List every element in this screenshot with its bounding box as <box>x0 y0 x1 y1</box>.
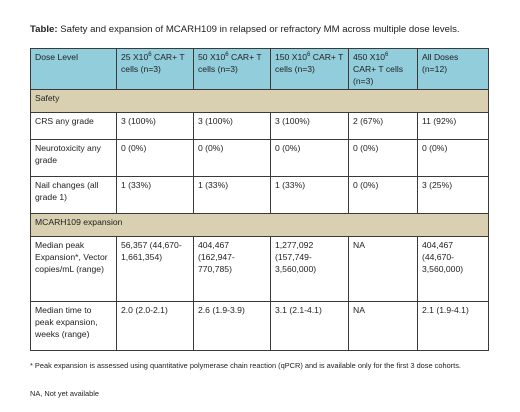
row-label: Median time to peak expansion, weeks (ra… <box>30 301 117 351</box>
header-dose-25: 25 X106 CAR+ T cells (n=3) <box>116 48 194 90</box>
table-cell: 1,277,092 (157,749-3,560,000) <box>270 236 349 302</box>
table-header-row: Dose Level 25 X106 CAR+ T cells (n=3) 50… <box>30 48 489 90</box>
row-label: Neurotoxicity any grade <box>30 139 117 177</box>
table-cell: 0 (0%) <box>348 176 418 214</box>
table-cell: 2.1 (1.9-4.1) <box>417 301 489 351</box>
row-label: CRS any grade <box>30 112 117 140</box>
table-row: Neurotoxicity any grade 0 (0%) 0 (0%) 0 … <box>30 139 489 177</box>
table-cell: 3.1 (2.1-4.1) <box>270 301 349 351</box>
table-cell: NA <box>348 236 418 302</box>
table-cell: 2.6 (1.9-3.9) <box>193 301 271 351</box>
row-label: Nail changes (all grade 1) <box>30 176 117 214</box>
table-cell: 2.0 (2.0-2.1) <box>116 301 194 351</box>
table-cell: 0 (0%) <box>417 139 489 177</box>
table-cell: 0 (0%) <box>348 139 418 177</box>
table-cell: 3 (100%) <box>193 112 271 140</box>
table-cell: 0 (0%) <box>270 139 349 177</box>
header-dose-level: Dose Level <box>30 48 117 90</box>
results-table: Dose Level 25 X106 CAR+ T cells (n=3) 50… <box>30 48 489 351</box>
table-cell: 404,467 (162,947-770,785) <box>193 236 271 302</box>
table-cell: 11 (92%) <box>417 112 489 140</box>
table-cell: 0 (0%) <box>193 139 271 177</box>
section-title-expansion: MCARH109 expansion <box>30 213 489 237</box>
table-cell: 3 (100%) <box>116 112 194 140</box>
table-cell: 1 (33%) <box>193 176 271 214</box>
table-cell: 56,357 (44,670-1,661,354) <box>116 236 194 302</box>
table-caption: Table: Safety and expansion of MCARH109 … <box>30 24 500 36</box>
table-row: Nail changes (all grade 1) 1 (33%) 1 (33… <box>30 176 489 214</box>
table-cell: 0 (0%) <box>116 139 194 177</box>
header-dose-450: 450 X106 CAR+ T cells (n=3) <box>348 48 418 90</box>
caption-label: Table: <box>30 24 58 35</box>
header-all-doses: All Doses (n=12) <box>417 48 489 90</box>
table-cell: 3 (25%) <box>417 176 489 214</box>
abbreviation-note: NA, Not yet available <box>30 389 100 398</box>
section-row-expansion: MCARH109 expansion <box>30 213 489 237</box>
table-row: Median peak Expansion*, Vector copies/mL… <box>30 236 489 302</box>
table-cell: NA <box>348 301 418 351</box>
table-cell: 3 (100%) <box>270 112 349 140</box>
header-dose-150: 150 X106 CAR+ T cells (n=3) <box>270 48 349 90</box>
table-row: Median time to peak expansion, weeks (ra… <box>30 301 489 351</box>
table-cell: 1 (33%) <box>270 176 349 214</box>
section-title-safety: Safety <box>30 89 489 113</box>
table-cell: 1 (33%) <box>116 176 194 214</box>
table-row: CRS any grade 3 (100%) 3 (100%) 3 (100%)… <box>30 112 489 140</box>
row-label: Median peak Expansion*, Vector copies/mL… <box>30 236 117 302</box>
table-cell: 2 (67%) <box>348 112 418 140</box>
footnote: * Peak expansion is assessed using quant… <box>30 361 461 370</box>
caption-text: Safety and expansion of MCARH109 in rela… <box>57 24 460 35</box>
header-dose-50: 50 X106 CAR+ T cells (n=3) <box>193 48 271 90</box>
table-cell: 404,467 (44,670-3,560,000) <box>417 236 489 302</box>
section-row-safety: Safety <box>30 89 489 113</box>
